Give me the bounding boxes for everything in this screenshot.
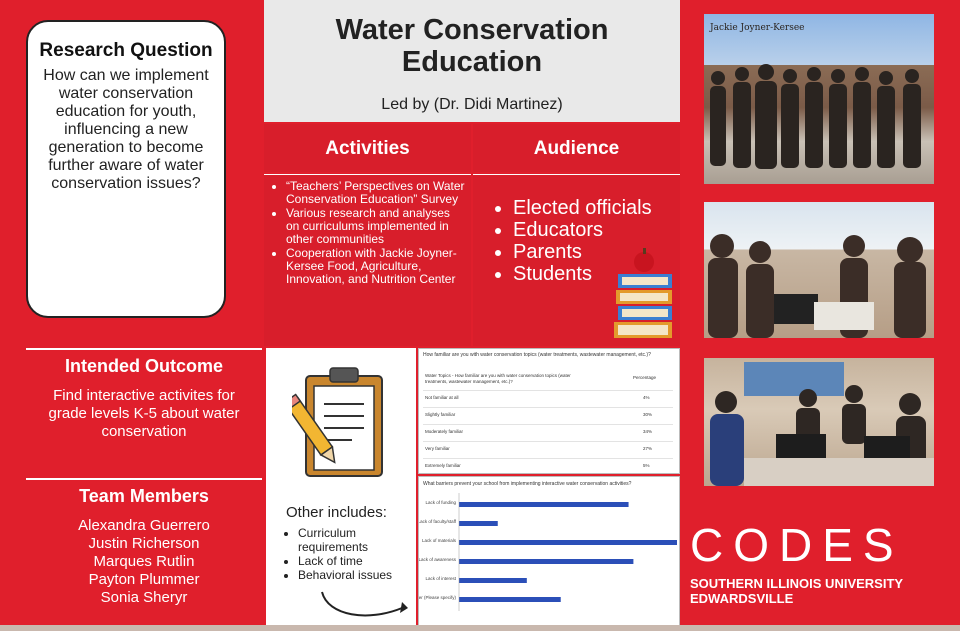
table-row: Not familiar at all 4% xyxy=(423,390,673,404)
barriers-chart-panel: What barriers prevent your school from i… xyxy=(418,476,680,628)
audience-item: Educators xyxy=(513,219,680,241)
audience-item: Elected officials xyxy=(513,197,680,219)
wall-background xyxy=(0,625,960,631)
activities-heading: Activities xyxy=(264,124,471,172)
classroom-scene xyxy=(708,234,926,338)
table-row: Slightly familiar 30% xyxy=(423,407,673,421)
lab-scene xyxy=(710,362,934,486)
bar xyxy=(459,540,677,545)
people-silhouettes: Jackie Joyner-Kersee xyxy=(709,23,921,169)
bar xyxy=(459,559,634,564)
chart-title: What barriers prevent your school from i… xyxy=(423,481,632,487)
table-row: Moderately familiar 34% xyxy=(423,424,673,438)
survey-table-question: How familiar are you with water conserva… xyxy=(423,352,651,358)
barriers-bar-chart: Lack of funding Lack of faculty/staff Lack… xyxy=(419,493,677,611)
university-line1: SOUTHERN ILLINOIS UNIVERSITY xyxy=(690,576,904,591)
audience-item: Students xyxy=(513,263,680,285)
other-item: Behavioral issues xyxy=(298,568,416,582)
bar xyxy=(459,502,629,507)
activity-item: “Teachers’ Perspectives on Water Conserv… xyxy=(286,180,465,206)
group-photo-classroom xyxy=(704,202,934,338)
row-value: 5% xyxy=(643,463,650,468)
university-line2: EDWARDSVILLE xyxy=(690,591,794,606)
team-member: Payton Plummer xyxy=(88,571,200,588)
team-member: Sonia Sheryr xyxy=(100,589,188,606)
row-label: Extremely familiar xyxy=(425,463,461,468)
books-apple-icon xyxy=(614,248,672,338)
team-members-heading: Team Members xyxy=(79,486,209,506)
row-label: Moderately familiar xyxy=(425,429,464,434)
group-photo-lab xyxy=(704,358,934,486)
survey-familiarity-table: How familiar are you with water conserva… xyxy=(418,348,680,474)
team-member: Justin Richerson xyxy=(88,535,200,552)
other-item: Curriculum requirements xyxy=(298,526,416,554)
group-photo-outdoor: Jackie Joyner-Kersee xyxy=(704,14,934,184)
bar xyxy=(459,521,498,526)
photo-sign-text: Jackie Joyner-Kersee xyxy=(709,23,805,33)
audience-heading: Audience xyxy=(473,124,680,172)
audience-item: Parents xyxy=(513,241,680,263)
intended-outcome-heading: Intended Outcome xyxy=(64,356,223,376)
codes-logo: CODES xyxy=(690,519,904,571)
activities-panel: “Teachers’ Perspectives on Water Conserv… xyxy=(264,174,471,346)
bar xyxy=(459,578,527,583)
research-question-text: How can we implement water conservation … xyxy=(43,67,209,192)
row-label: Slightly familiar xyxy=(425,412,456,417)
row-label: Very familiar xyxy=(425,446,450,451)
bar-label: Lack of materials xyxy=(422,538,457,543)
row-value: 34% xyxy=(643,429,653,434)
intended-outcome-section: Intended Outcome Find interactive activi… xyxy=(26,348,262,474)
title-block: Water Conservation Education Led by (Dr.… xyxy=(264,0,680,122)
survey-table-header: Water Topics - How familiar are you with… xyxy=(423,369,673,389)
table-row: Very familiar 27% xyxy=(423,441,673,455)
row-value: 30% xyxy=(643,412,653,417)
intended-outcome-text: Find interactive activites for grade lev… xyxy=(48,387,240,440)
curved-arrow-icon xyxy=(321,591,408,617)
poster-title-line1: Water Conservation xyxy=(335,14,609,46)
team-member: Marques Rutlin xyxy=(93,553,195,570)
activity-item: Various research and analyses on curricu… xyxy=(286,207,465,246)
row-value: 27% xyxy=(643,446,653,451)
bar-label: Lack of faculty/staff xyxy=(419,519,457,524)
survey-col-percentage: Percentage xyxy=(633,375,657,380)
bar xyxy=(459,597,561,602)
bar-label: Lack of interest xyxy=(425,576,456,581)
team-members-section: Team Members Alexandra Guerrero Justin R… xyxy=(26,478,262,628)
survey-col-topic: Water Topics - How familiar are you with… xyxy=(425,373,571,384)
research-question-card: Research Question How can we implement w… xyxy=(26,20,226,318)
bar-label: Other (Please specify) xyxy=(419,595,456,600)
poster-title-line2: Education xyxy=(401,46,543,78)
research-question-heading: Research Question xyxy=(39,40,213,61)
team-member: Alexandra Guerrero xyxy=(78,517,210,534)
activity-item: Cooperation with Jackie Joyner-Kersee Fo… xyxy=(286,247,465,286)
table-row: Extremely familiar 5% xyxy=(423,458,673,472)
poster-title: Water Conservation Education xyxy=(264,14,680,78)
row-label: Not familiar at all xyxy=(425,395,459,400)
codes-branding: CODES SOUTHERN ILLINOIS UNIVERSITY EDWAR… xyxy=(690,520,940,606)
other-includes-heading: Other includes: xyxy=(286,504,387,521)
other-item: Lack of time xyxy=(298,554,416,568)
bar-label: Lack of funding xyxy=(425,500,456,505)
clipboard-pencil-icon xyxy=(292,367,383,477)
row-value: 4% xyxy=(643,395,650,400)
bar-label: Lack of awareness xyxy=(419,557,457,562)
led-by: Led by (Dr. Didi Martinez) xyxy=(381,96,563,113)
university-name: SOUTHERN ILLINOIS UNIVERSITY EDWARDSVILL… xyxy=(690,576,940,606)
other-includes-panel: Other includes: Curriculum requirements … xyxy=(266,348,416,628)
